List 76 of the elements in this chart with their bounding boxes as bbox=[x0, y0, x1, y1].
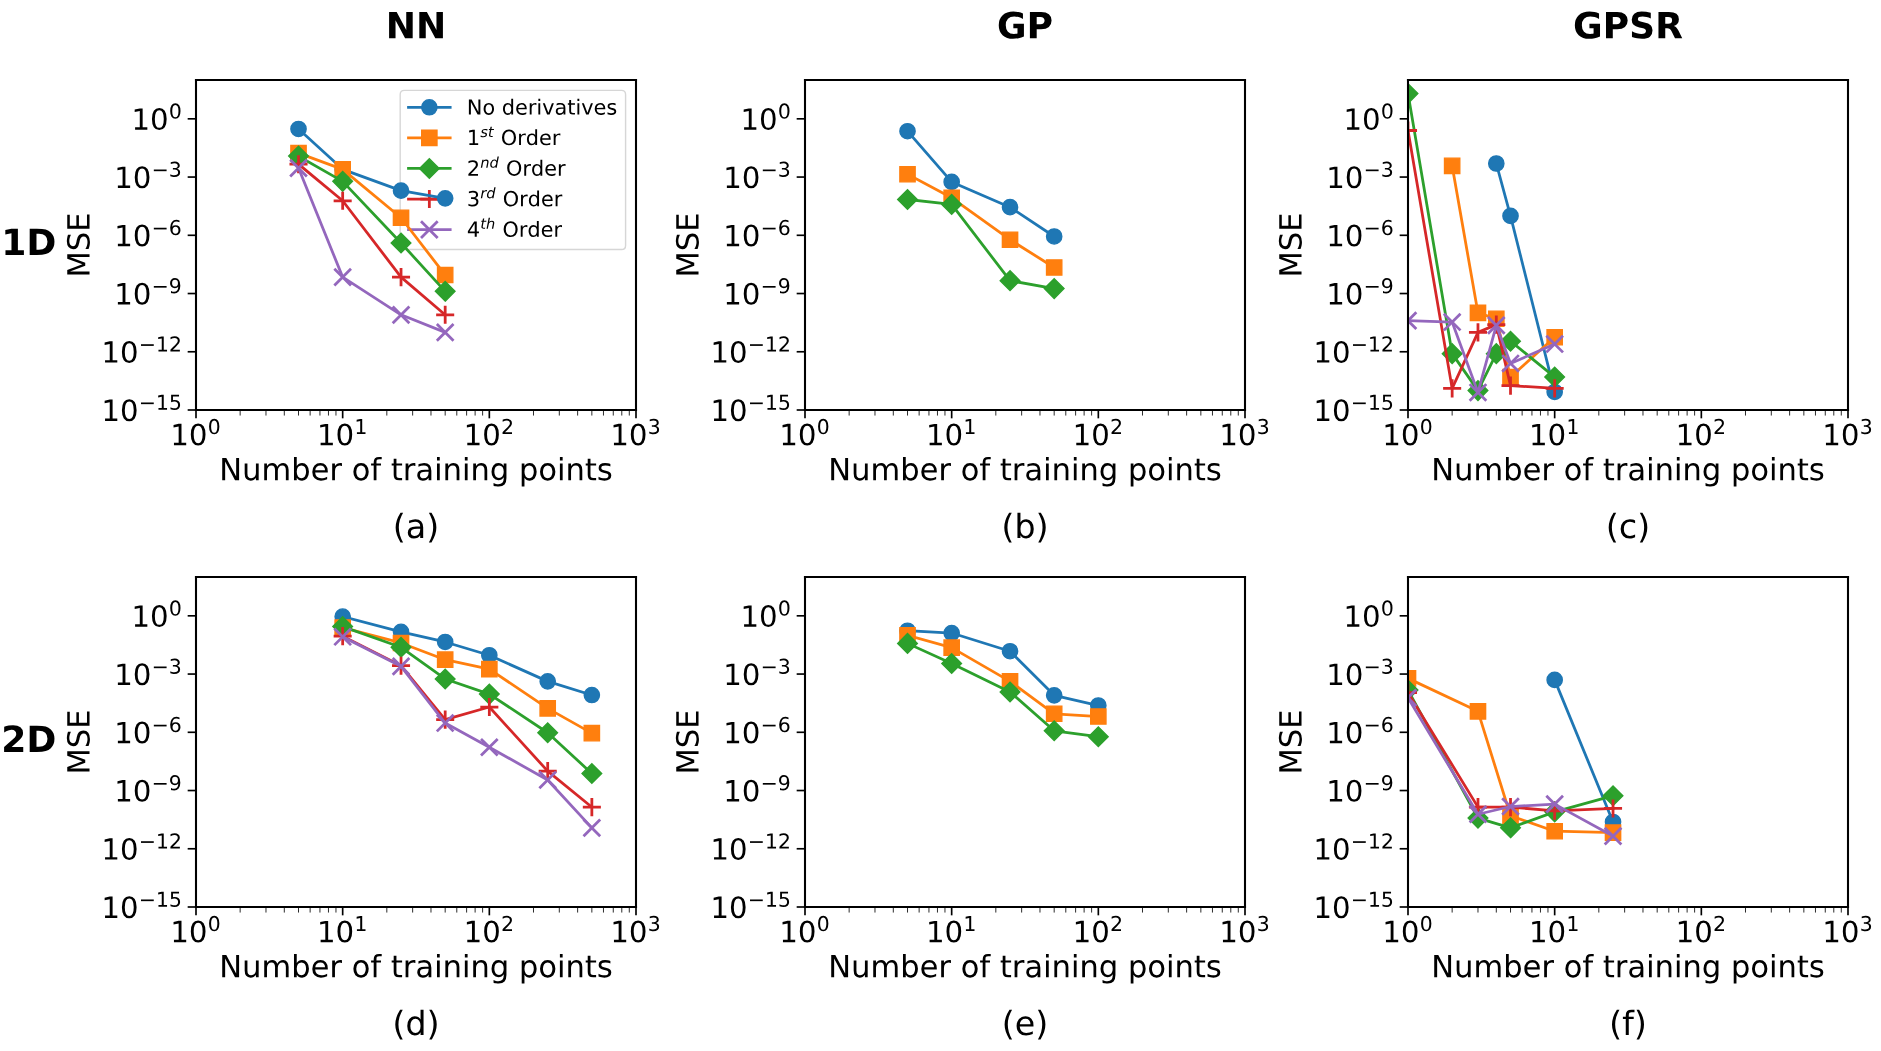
y-tick-label: 10$^{0}$ bbox=[1346, 600, 1393, 628]
y-tick-label: 10$^{−3}$ bbox=[726, 161, 790, 189]
legend-label: 4$^{th}$ Order bbox=[467, 217, 563, 238]
x-tick-label: 10$^{1}$ bbox=[320, 916, 366, 943]
y-axis-title: MSE bbox=[675, 711, 699, 772]
text: 1D bbox=[5, 228, 55, 255]
x-tick-label: 10$^{1}$ bbox=[320, 419, 366, 446]
y-tick-label: 10$^{−6}$ bbox=[726, 219, 790, 247]
y-axis-title: MSE bbox=[1278, 711, 1302, 772]
y-tick-label: 10$^{−12}$ bbox=[1316, 336, 1392, 364]
y-tick-label: 10$^{−9}$ bbox=[1329, 278, 1393, 305]
x-tick-label: 10$^{3}$ bbox=[1222, 418, 1269, 446]
y-tick-label: 10$^{−9}$ bbox=[1329, 775, 1393, 802]
text: (f) bbox=[1611, 1009, 1645, 1040]
text: (b) bbox=[1004, 512, 1046, 543]
text: (c) bbox=[1608, 512, 1648, 543]
chart-title: NN bbox=[389, 12, 443, 39]
y-tick-label: 10$^{−6}$ bbox=[117, 219, 181, 247]
y-tick-label: 10$^{0}$ bbox=[134, 103, 181, 131]
y-tick-label: 10$^{−9}$ bbox=[117, 278, 181, 305]
x-tick-label: 10$^{2}$ bbox=[466, 418, 512, 446]
y-tick-label: 10$^{−3}$ bbox=[117, 161, 181, 189]
y-tick-label: 10$^{−9}$ bbox=[117, 775, 181, 802]
y-tick-label: 10$^{−6}$ bbox=[1329, 219, 1393, 247]
x-tick-label: 10$^{1}$ bbox=[929, 916, 975, 943]
y-axis-title: MSE bbox=[66, 214, 90, 275]
y-axis-title: MSE bbox=[66, 711, 90, 772]
y-tick-label: 10$^{0}$ bbox=[743, 600, 790, 628]
y-tick-label: 10$^{−6}$ bbox=[726, 716, 790, 744]
y-tick-label: 10$^{−9}$ bbox=[726, 775, 790, 802]
legend-label: 2$^{nd}$ Order bbox=[468, 156, 566, 176]
x-tick-label: 10$^{2}$ bbox=[1075, 418, 1121, 446]
y-axis-title: MSE bbox=[675, 214, 699, 275]
y-tick-label: 10$^{−3}$ bbox=[1329, 658, 1393, 686]
y-tick-label: 10$^{0}$ bbox=[743, 103, 790, 131]
text: (e) bbox=[1004, 1009, 1046, 1040]
y-tick-label: 10$^{−12}$ bbox=[713, 833, 789, 861]
legend-label: No derivatives bbox=[468, 98, 617, 115]
y-tick-label: 10$^{−12}$ bbox=[104, 336, 180, 364]
y-tick-label: 10$^{−6}$ bbox=[1329, 716, 1393, 744]
x-axis-title: Number of training points bbox=[222, 953, 612, 984]
x-tick-label: 10$^{3}$ bbox=[1825, 915, 1872, 943]
x-tick-label: 10$^{1}$ bbox=[1532, 916, 1578, 943]
x-tick-label: 10$^{1}$ bbox=[929, 419, 975, 446]
x-axis-title: Number of training points bbox=[831, 953, 1221, 984]
x-tick-label: 10$^{3}$ bbox=[613, 418, 660, 446]
y-tick-label: 10$^{−3}$ bbox=[726, 658, 790, 686]
x-axis-title: Number of training points bbox=[1434, 456, 1824, 487]
y-tick-label: 10$^{−12}$ bbox=[713, 336, 789, 364]
y-tick-label: 10$^{−6}$ bbox=[117, 716, 181, 744]
x-tick-label: 10$^{3}$ bbox=[1222, 915, 1269, 943]
y-tick-label: 10$^{0}$ bbox=[1346, 103, 1393, 131]
y-tick-label: 10$^{−3}$ bbox=[1329, 161, 1393, 189]
x-tick-label: 10$^{2}$ bbox=[1678, 418, 1724, 446]
chart-title: GP bbox=[998, 11, 1052, 39]
x-axis-title: Number of training points bbox=[831, 456, 1221, 487]
y-tick-label: 10$^{−9}$ bbox=[726, 278, 790, 305]
y-axis-title: MSE bbox=[1278, 214, 1302, 275]
y-tick-label: 10$^{−3}$ bbox=[117, 658, 181, 686]
y-tick-label: 10$^{−12}$ bbox=[1316, 833, 1392, 861]
x-tick-label: 10$^{3}$ bbox=[613, 915, 660, 943]
chart-title: GPSR bbox=[1574, 11, 1683, 39]
y-tick-label: 10$^{0}$ bbox=[134, 600, 181, 628]
x-tick-label: 10$^{2}$ bbox=[466, 915, 512, 943]
legend-label: 1$^{st}$ Order bbox=[469, 126, 561, 146]
x-tick-label: 10$^{1}$ bbox=[1532, 419, 1578, 446]
x-axis-title: Number of training points bbox=[222, 456, 612, 487]
text: 2D bbox=[4, 725, 55, 752]
x-tick-label: 10$^{3}$ bbox=[1825, 418, 1872, 446]
text: (a) bbox=[395, 512, 437, 543]
text: (d) bbox=[395, 1009, 437, 1040]
legend-label: 3$^{rd}$ Order bbox=[468, 187, 563, 207]
x-tick-label: 10$^{2}$ bbox=[1678, 915, 1724, 943]
y-tick-label: 10$^{−12}$ bbox=[104, 833, 180, 861]
x-axis-title: Number of training points bbox=[1434, 953, 1824, 984]
x-tick-label: 10$^{2}$ bbox=[1075, 915, 1121, 943]
